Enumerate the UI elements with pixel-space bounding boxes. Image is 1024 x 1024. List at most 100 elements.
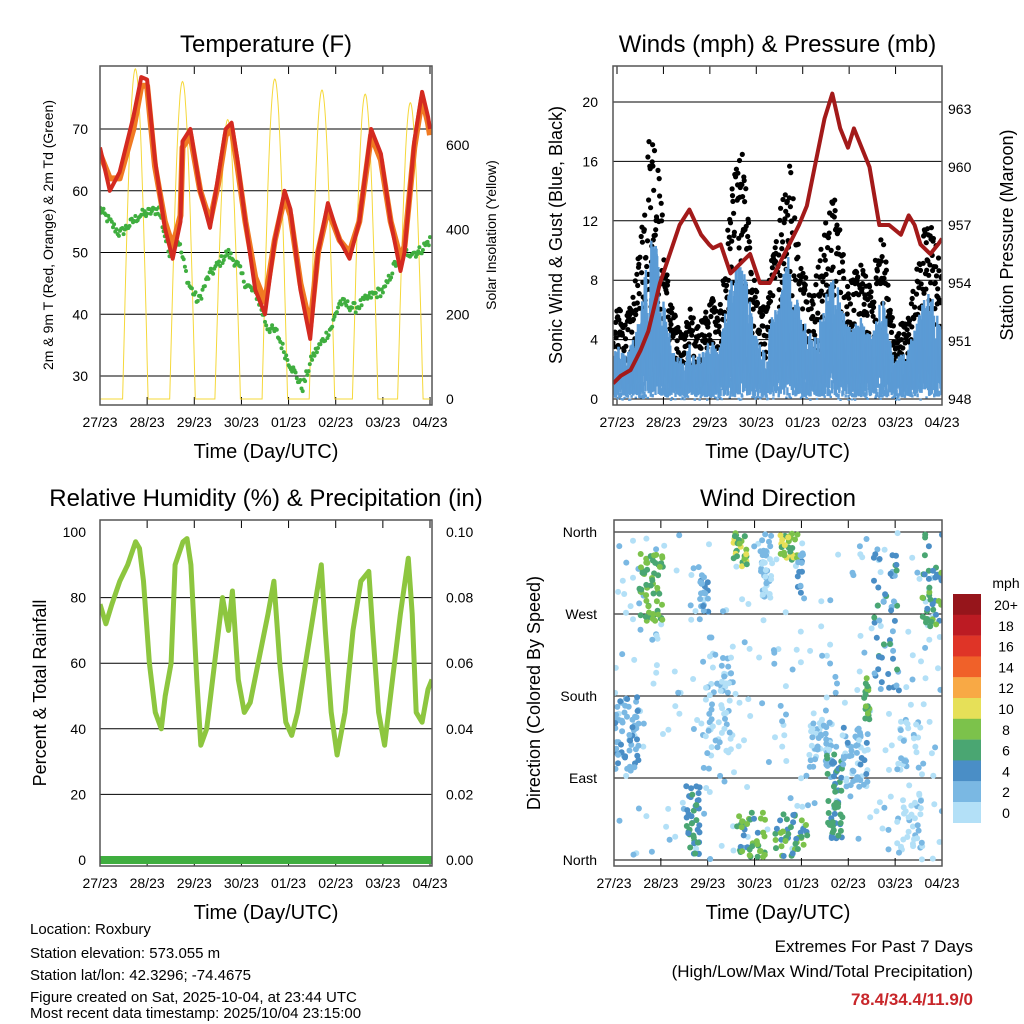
- gust-point: [705, 324, 711, 330]
- wind-speed-point: [737, 397, 740, 400]
- direction-point: [735, 743, 742, 750]
- gust-point: [635, 282, 641, 289]
- direction-point: [630, 574, 636, 581]
- x-tick-label: 30/23: [224, 875, 259, 891]
- direction-point: [873, 808, 880, 815]
- gust-point: [878, 237, 884, 243]
- direction-point: [906, 782, 913, 789]
- direction-point: [921, 571, 928, 578]
- wind-speed-point: [650, 350, 654, 385]
- direction-point: [926, 584, 933, 591]
- direction-point: [864, 778, 871, 785]
- direction-point: [704, 595, 711, 602]
- direction-point: [894, 530, 901, 537]
- wind-speed-point: [882, 389, 886, 397]
- gust-point: [909, 324, 915, 330]
- gust-point: [725, 227, 731, 233]
- gust-point: [802, 287, 808, 293]
- direction-point: [654, 584, 661, 591]
- gust-point: [924, 226, 931, 232]
- gust-point: [668, 321, 674, 327]
- gust-point: [741, 177, 747, 184]
- wind-speed-point: [916, 393, 919, 398]
- gust-point: [652, 232, 658, 238]
- direction-point: [712, 651, 719, 658]
- direction-point: [777, 829, 784, 836]
- wind-speed-point: [786, 387, 789, 396]
- direction-point: [706, 541, 712, 548]
- direction-point: [779, 536, 786, 543]
- direction-point: [894, 602, 901, 609]
- direction-point: [808, 742, 815, 749]
- direction-point: [694, 826, 701, 833]
- direction-point: [653, 551, 660, 558]
- direction-point: [897, 727, 904, 734]
- wind-speed-point: [699, 395, 702, 398]
- gust-point: [869, 309, 875, 315]
- wind-speed-point: [880, 390, 883, 397]
- wind-speed-point: [720, 398, 723, 401]
- direction-point: [862, 703, 869, 710]
- dewpoint-point: [225, 252, 230, 257]
- wind-speed-point: [869, 386, 873, 396]
- wind-speed-point: [872, 330, 876, 379]
- direction-point: [653, 546, 660, 553]
- direction-point: [766, 538, 772, 545]
- gust-point: [787, 163, 793, 169]
- direction-point: [730, 555, 737, 562]
- direction-point: [893, 561, 900, 568]
- gust-point: [912, 304, 918, 310]
- direction-point: [659, 601, 665, 608]
- wind-speed-point: [865, 388, 868, 396]
- direction-point: [825, 810, 832, 816]
- legend-title: mph: [992, 575, 1019, 591]
- direction-point: [692, 850, 699, 857]
- direction-point: [823, 652, 830, 659]
- direction-point: [692, 608, 699, 615]
- direction-point: [756, 654, 763, 661]
- direction-point: [810, 720, 817, 727]
- wind-speed-point: [714, 396, 717, 399]
- wind-speed-point: [731, 391, 734, 397]
- direction-point: [618, 717, 625, 724]
- gust-point: [889, 315, 895, 321]
- dewpoint-point: [218, 264, 223, 268]
- direction-point: [937, 686, 942, 693]
- wind-speed-point: [669, 398, 673, 401]
- direction-point: [615, 588, 622, 595]
- gust-point: [773, 239, 779, 245]
- direction-point: [688, 785, 695, 792]
- direction-point: [696, 616, 703, 623]
- dewpoint-point: [281, 350, 286, 355]
- direction-point: [787, 548, 794, 555]
- gust-point: [847, 301, 854, 307]
- wind-speed-point: [729, 391, 732, 397]
- y-tick-label: 8: [590, 272, 598, 288]
- wind-speed-point: [921, 366, 924, 390]
- direction-point: [886, 710, 892, 717]
- gust-point: [800, 306, 806, 312]
- x-axis-label: Time (Day/UTC): [194, 441, 339, 463]
- direction-point: [782, 838, 789, 844]
- direction-point: [818, 732, 825, 739]
- direction-point: [794, 846, 801, 852]
- gust-point: [840, 268, 846, 274]
- y-axis-label: Direction (Colored By Speed): [524, 576, 544, 810]
- direction-point: [707, 856, 714, 862]
- direction-point: [790, 819, 797, 826]
- dewpoint-point: [270, 323, 275, 328]
- direction-point: [614, 765, 619, 772]
- direction-point: [731, 533, 738, 540]
- direction-point: [694, 717, 701, 723]
- wind-speed-point: [625, 391, 629, 397]
- dewpoint-point: [228, 251, 233, 256]
- gust-point: [927, 262, 933, 268]
- direction-point: [697, 579, 704, 586]
- dewpoint-point: [274, 327, 279, 332]
- dewpoint-point: [342, 297, 346, 302]
- direction-point: [634, 694, 641, 701]
- direction-point: [759, 700, 766, 707]
- wind-speed-point: [895, 389, 898, 397]
- direction-point: [891, 617, 898, 624]
- direction-point: [705, 727, 712, 734]
